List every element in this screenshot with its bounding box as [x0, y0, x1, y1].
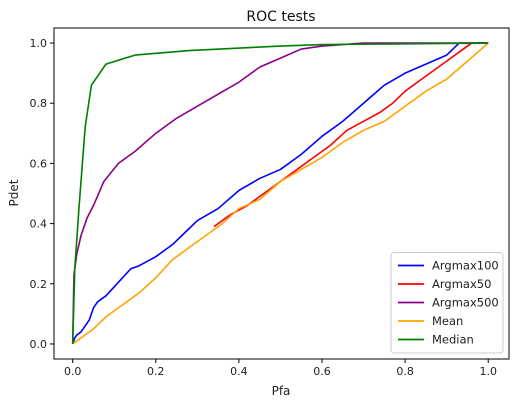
y-tick-label: 0.6	[30, 157, 48, 170]
y-tick-label: 0.4	[30, 218, 48, 231]
legend-label: Argmax50	[432, 277, 491, 291]
x-tick-label: 0.8	[396, 365, 414, 378]
series-layer	[71, 42, 489, 345]
chart-title: ROC tests	[246, 9, 315, 25]
legend-label: Mean	[432, 314, 463, 328]
y-axis-label: Pdet	[7, 179, 21, 206]
x-axis: 0.0 0.2 0.4 0.6 0.8 1.0	[64, 359, 497, 378]
series-line-mean	[72, 42, 489, 345]
y-tick-label: 0.2	[30, 278, 48, 291]
y-tick-label: 0.8	[30, 97, 48, 110]
x-tick-label: 0.0	[64, 365, 82, 378]
y-axis: 0.0 0.2 0.4 0.6 0.8 1.0	[30, 37, 54, 351]
x-tick-label: 0.4	[230, 365, 248, 378]
series-line-argmax100	[71, 42, 489, 345]
y-tick-label: 1.0	[30, 37, 48, 50]
legend-label: Argmax500	[432, 296, 499, 310]
legend-box	[390, 252, 504, 354]
series-line-median	[71, 42, 489, 344]
x-tick-label: 1.0	[479, 365, 497, 378]
series-line-argmax50	[213, 42, 489, 228]
legend-label: Argmax100	[432, 259, 499, 273]
x-tick-label: 0.2	[147, 365, 165, 378]
plot-frame	[53, 27, 510, 360]
series-line-argmax500	[71, 42, 489, 344]
legend: Argmax100 Argmax50 Argmax500 Mean Median	[390, 252, 504, 354]
x-tick-label: 0.6	[313, 365, 331, 378]
legend-label: Median	[432, 333, 474, 347]
x-axis-label: Pfa	[272, 384, 291, 398]
y-tick-label: 0.0	[30, 338, 48, 351]
